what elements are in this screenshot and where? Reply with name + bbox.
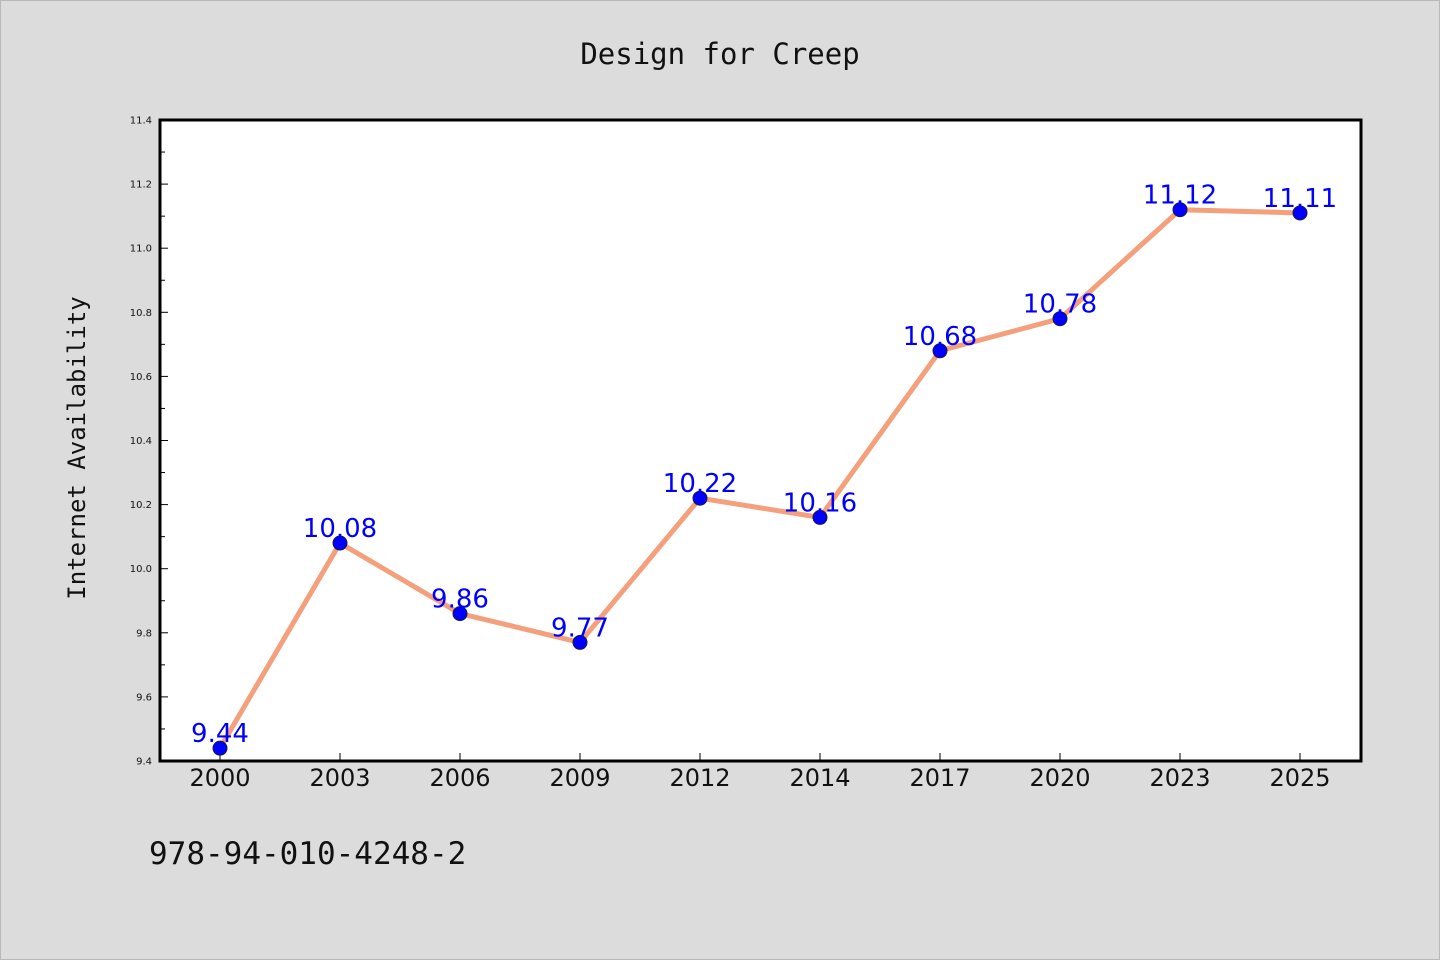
x-tick-label: 2009 xyxy=(549,764,610,792)
x-tick-label: 2000 xyxy=(189,764,250,792)
x-axis: 2000 2003 2006 2009 2012 2014 2017 2020 2023 2025 xyxy=(189,753,1331,792)
x-tick-label: 2012 xyxy=(669,764,730,792)
data-point xyxy=(1052,311,1068,327)
y-tick-label: 9.4 xyxy=(136,757,152,768)
data-label: 10.78 xyxy=(1023,290,1097,320)
y-tick-label: 11.0 xyxy=(130,244,152,255)
x-tick-label: 2014 xyxy=(789,764,850,792)
y-tick-label: 10.6 xyxy=(130,372,152,383)
data-point xyxy=(1292,205,1308,221)
x-tick-label: 2006 xyxy=(429,764,490,792)
series-line-group xyxy=(212,202,1308,756)
x-tick-label: 2003 xyxy=(309,764,370,792)
data-label: 9.77 xyxy=(551,613,609,643)
y-tick-label: 10.8 xyxy=(130,308,152,319)
data-point xyxy=(812,509,828,525)
footnote-isbn: 978-94-010-4248-2 xyxy=(149,836,466,872)
data-point xyxy=(212,740,228,756)
y-tick-label: 9.8 xyxy=(136,628,152,639)
data-label: 11.12 xyxy=(1143,181,1217,211)
y-tick-label: 9.6 xyxy=(136,692,152,703)
data-label: 10.16 xyxy=(783,488,857,518)
data-label: 10.08 xyxy=(303,514,377,544)
x-tick-label: 2025 xyxy=(1269,764,1330,792)
x-tick-label: 2023 xyxy=(1149,764,1210,792)
x-tick-label: 2017 xyxy=(909,764,970,792)
data-labels: 9.44 10.08 9.86 9.77 10.22 10.16 10.68 10.78 11.… xyxy=(191,181,1337,749)
data-label: 9.44 xyxy=(191,719,249,749)
data-label: 10.68 xyxy=(903,322,977,352)
data-point xyxy=(332,535,348,551)
data-label: 9.86 xyxy=(431,585,489,615)
y-tick-label: 10.4 xyxy=(130,436,152,447)
y-axis-label: Internet Availability xyxy=(63,296,91,599)
data-point xyxy=(692,490,708,506)
data-point xyxy=(932,343,948,359)
x-tick-label: 2020 xyxy=(1029,764,1090,792)
data-label: 11.11 xyxy=(1263,184,1337,214)
data-label: 10.22 xyxy=(663,469,737,499)
data-point xyxy=(572,634,588,650)
data-point xyxy=(1172,202,1188,218)
chart-title: Design for Creep xyxy=(580,37,859,71)
data-point xyxy=(452,606,468,622)
y-tick-label: 11.2 xyxy=(130,180,152,191)
series-line xyxy=(217,207,1303,751)
y-tick-label: 10.2 xyxy=(130,500,152,511)
y-tick-label: 10.0 xyxy=(130,564,152,575)
y-tick-label: 11.4 xyxy=(130,116,152,127)
y-axis: 9.4 9.6 9.8 10.0 10.2 10.4 10.6 10.8 11.0 11.2 11.… xyxy=(130,116,168,768)
